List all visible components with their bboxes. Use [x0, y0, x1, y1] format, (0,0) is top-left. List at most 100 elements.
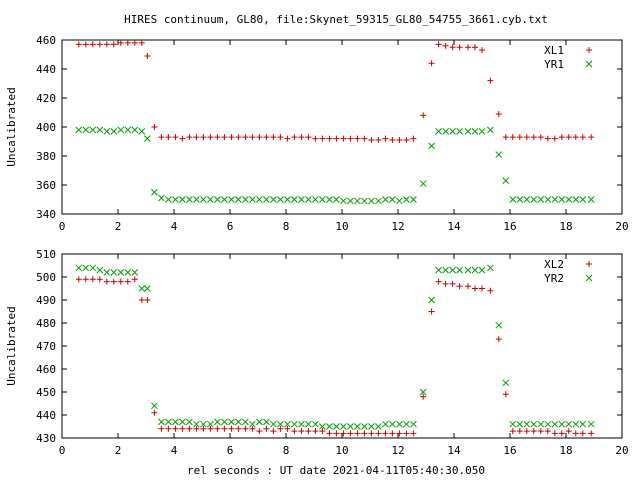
- top-xl1-point: [158, 134, 165, 141]
- bottom-yr2-point: [82, 264, 90, 272]
- top-xl1-point: [186, 134, 193, 141]
- bottom-xl2-point: [523, 428, 530, 435]
- bottom-yr2-point: [523, 420, 531, 428]
- bottom-yr2-point: [277, 420, 284, 428]
- top-xl1-point: [117, 39, 124, 46]
- bottom-yr2-point: [572, 420, 580, 428]
- top-yr1-point: [396, 197, 403, 205]
- bottom-yr2-point: [298, 420, 305, 428]
- top-yr1-point: [587, 196, 595, 203]
- top-yr1-point: [544, 196, 552, 203]
- top-yr1-point: [419, 180, 427, 187]
- top-yr1-point: [435, 127, 442, 135]
- top-yr1-point: [572, 196, 580, 203]
- top-xl1-point: [89, 41, 96, 48]
- top-xl1-point: [82, 41, 89, 48]
- top-yr1-point: [291, 196, 298, 203]
- top-x-tick-label: 20: [615, 220, 628, 233]
- top-legend-label-xl1: XL1: [544, 44, 564, 57]
- bottom-yr2-point: [221, 418, 228, 426]
- top-xl1-point: [138, 39, 145, 46]
- top-yr1-point: [516, 196, 524, 203]
- top-xl1-point: [354, 135, 361, 142]
- bottom-yr2-point: [464, 266, 472, 274]
- top-xl1-point: [75, 41, 82, 48]
- bottom-x-tick-label: 14: [447, 444, 461, 457]
- bottom-xl2-point: [354, 430, 361, 437]
- bottom-xl2-point: [544, 428, 551, 435]
- bottom-xl2-point: [375, 430, 382, 437]
- top-plot-panel: 0 2 4 6 8 10 12 14 16 18 20 340 360 380 400 420 440 460 Un…: [5, 34, 629, 233]
- bottom-y-tick-label: 430: [36, 432, 56, 445]
- top-xl1-point: [305, 134, 312, 141]
- top-xl1-point: [207, 134, 214, 141]
- bottom-x-tick-label: 12: [391, 444, 404, 457]
- top-yr1-point: [551, 196, 559, 203]
- top-xl1-point: [389, 137, 396, 144]
- bottom-y-axis-label: Uncalibrated: [5, 306, 18, 385]
- top-xl1-point: [579, 134, 586, 141]
- bottom-xl2-point: [270, 428, 277, 435]
- bottom-x-tick-label: 0: [59, 444, 66, 457]
- top-yr1-point: [221, 196, 228, 203]
- bottom-xl2-point: [368, 430, 375, 437]
- top-xl1-point: [312, 135, 319, 142]
- bottom-xl2-point: [284, 425, 291, 432]
- top-y-tick-label: 340: [36, 208, 56, 221]
- bottom-xl2-point: [565, 428, 572, 435]
- top-xl1-point: [277, 134, 284, 141]
- bottom-yr2-point: [144, 285, 151, 292]
- bottom-y-tick-label: 470: [36, 340, 56, 353]
- top-xl1-point: [284, 135, 291, 142]
- top-yr1-point: [361, 197, 368, 205]
- top-yr1-point: [410, 196, 417, 203]
- bottom-plot-panel: 0 2 4 6 8 10 12 14 16 18 20 430 440 450 460 470 480 490 50…: [5, 248, 629, 457]
- bottom-yr2-point: [428, 296, 435, 304]
- top-yr1-point: [179, 196, 186, 203]
- bottom-yr2-point: [537, 420, 545, 428]
- top-legend-marker-xl1: [586, 47, 592, 53]
- bottom-yr2-point: [442, 266, 449, 274]
- top-yr1-point: [158, 194, 165, 202]
- top-xl1-point: [179, 135, 186, 142]
- top-yr1-point: [471, 127, 479, 135]
- bottom-xl2-point: [502, 391, 509, 398]
- bottom-xl2-point: [530, 428, 537, 435]
- top-x-tick-label: 2: [115, 220, 122, 233]
- top-yr1-point: [298, 196, 305, 203]
- top-xl1-point: [558, 134, 565, 141]
- bottom-xl2-point: [428, 308, 435, 315]
- bottom-x-tick-label: 6: [227, 444, 234, 457]
- top-xl1-point: [530, 134, 537, 141]
- bottom-yr2-point: [530, 420, 538, 428]
- top-xl1-point: [228, 134, 235, 141]
- bottom-xl2-point: [200, 425, 207, 432]
- top-y-tick-label: 440: [36, 63, 56, 76]
- bottom-yr2-point: [270, 420, 277, 428]
- bottom-yr2-point: [389, 420, 396, 428]
- bottom-yr2-point: [200, 420, 207, 428]
- bottom-x-tick-label: 16: [503, 444, 516, 457]
- bottom-y-tick-label: 460: [36, 363, 56, 376]
- bottom-yr2-point: [138, 285, 146, 292]
- bottom-yr2-point: [172, 418, 179, 426]
- bottom-y-tick-label: 490: [36, 294, 56, 307]
- bottom-x-tick-label: 4: [171, 444, 178, 457]
- top-yr1-point: [495, 151, 503, 158]
- top-xl1-point: [270, 134, 277, 141]
- bottom-yr2-point: [235, 418, 242, 426]
- bottom-xl2-point: [186, 425, 193, 432]
- bottom-xl2-point: [396, 430, 403, 437]
- top-x-tick-label: 6: [227, 220, 234, 233]
- top-xl1-point: [410, 135, 417, 142]
- bottom-x-tick-label: 2: [115, 444, 122, 457]
- top-y-tick-label: 400: [36, 121, 56, 134]
- top-yr1-point: [340, 197, 347, 205]
- bottom-yr2-point: [382, 420, 389, 428]
- top-legend-marker-yr1: [585, 60, 593, 68]
- bottom-xl2-point: [456, 283, 463, 290]
- bottom-xl2-point: [449, 280, 456, 287]
- top-yr1-point: [228, 196, 235, 203]
- bottom-xl2-point: [235, 425, 242, 432]
- top-xl1-point: [551, 135, 558, 142]
